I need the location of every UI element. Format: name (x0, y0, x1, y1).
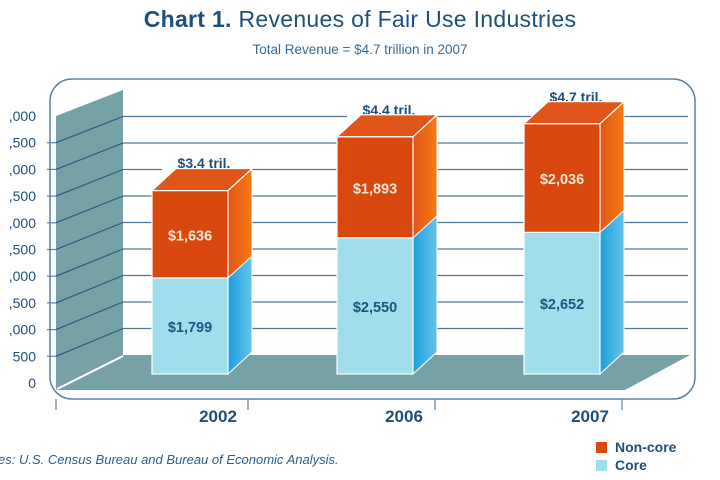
bar-core (336, 237, 414, 375)
legend: Non-core Core (596, 438, 676, 474)
legend-swatch-noncore (596, 441, 607, 453)
chart-subtitle: Total Revenue = $4.7 trillion in 2007 (252, 42, 468, 57)
x-tick-label: 2007 (571, 407, 609, 426)
chart-title: Chart 1. Revenues of Fair Use Industries (0, 6, 720, 33)
wall-gridline (55, 115, 124, 144)
legend-label-core: Core (615, 457, 647, 473)
bar-top (335, 114, 439, 138)
bar-noncore (151, 189, 229, 279)
left-wall (56, 90, 123, 390)
wall-gridline (55, 248, 124, 277)
bar-core-side (599, 209, 625, 376)
data-label-core: $1,799 (168, 320, 212, 336)
floor-edge-highlight (56, 355, 124, 390)
total-label: $4.7 tril. (550, 89, 603, 105)
data-label-noncore: $2,036 (540, 172, 584, 188)
bar-core (523, 231, 601, 375)
y-tick-label: ,000 (9, 161, 36, 177)
total-label: $4.4 tril. (363, 102, 416, 118)
y-tick-label: 500 (13, 348, 37, 364)
wall-gridline (55, 142, 124, 170)
chart-title-rest: Revenues of Fair Use Industries (238, 6, 577, 32)
data-label-core: $2,652 (540, 297, 584, 313)
legend-item-core: Core (596, 456, 676, 474)
legend-label-noncore: Non-core (615, 439, 677, 455)
y-tick-label: ,500 (9, 188, 36, 204)
legend-item-noncore: Non-core (596, 438, 676, 456)
y-tick-label: ,000 (9, 268, 36, 284)
bar-core (151, 277, 229, 375)
bar-core-side (412, 214, 438, 376)
total-label: $3.4 tril. (178, 155, 231, 171)
total-label-bg (162, 154, 246, 172)
y-tick-label: ,000 (9, 108, 36, 124)
wall-gridline (55, 221, 124, 251)
y-tick-label: 0 (28, 375, 36, 391)
bar-noncore-side (599, 100, 625, 234)
data-label-core: $2,550 (353, 300, 397, 316)
y-tick-label: ,500 (9, 135, 36, 151)
legend-swatch-core (596, 459, 607, 471)
wall-gridline (55, 168, 124, 197)
y-tick-label: ,000 (9, 215, 36, 231)
y-tick-label: ,500 (9, 242, 36, 258)
data-label-noncore: $1,893 (353, 181, 397, 197)
bar-top (150, 167, 254, 192)
plot-frame (49, 78, 696, 400)
wall-gridline (55, 327, 124, 357)
y-tick-label: ,500 (9, 295, 36, 311)
wall-gridline (55, 274, 124, 304)
wall-gridline (55, 301, 124, 331)
source-note: es: U.S. Census Bureau and Bureau of Eco… (0, 452, 339, 467)
data-label-noncore: $1,636 (168, 228, 212, 244)
x-tick-label: 2006 (385, 407, 423, 426)
bar-noncore (523, 123, 601, 233)
wall-gridline (55, 195, 124, 224)
x-tick-label: 2002 (199, 407, 237, 426)
y-tick-label: ,000 (9, 322, 36, 338)
bar-top (522, 101, 626, 125)
chart-title-bold: Chart 1. (143, 6, 232, 32)
